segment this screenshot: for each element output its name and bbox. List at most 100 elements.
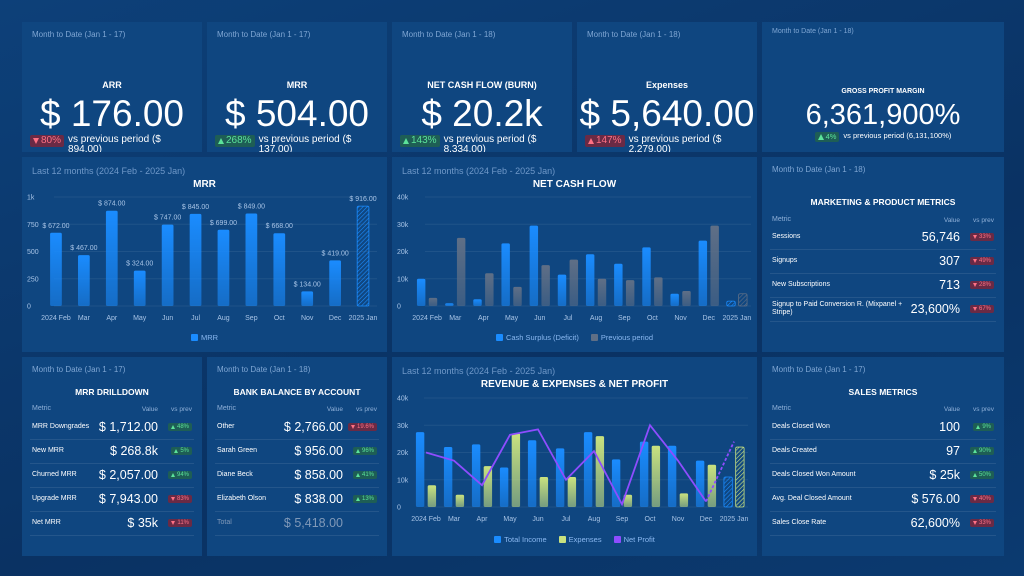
table-panel: Month to Date (Jan 1 - 18) MARKETING & PR…	[762, 157, 1004, 352]
bar	[639, 441, 649, 507]
change-badge: 83%	[167, 495, 192, 503]
column-header: Metric	[772, 216, 792, 223]
metric-name: Elizabeth Olson	[217, 495, 267, 502]
kpi-card: Month to Date (Jan 1 - 18) NET CASH FLOW …	[392, 22, 572, 152]
table-row: Other $ 2,766.00 19.6%	[215, 415, 379, 440]
y-tick-label: 750	[27, 222, 39, 229]
table-row: Upgrade MRR $ 7,943.00 83%	[30, 487, 194, 512]
bar	[735, 446, 745, 508]
column-header: Value	[943, 216, 960, 224]
change-value: 50%	[978, 472, 991, 478]
change-cell: 28%	[969, 273, 994, 297]
table-row: Sarah Green $ 956.00 96%	[215, 439, 379, 464]
y-tick-label: 0	[27, 304, 31, 311]
change-value: 94%	[176, 472, 189, 478]
change-cell: 41%	[352, 463, 377, 487]
bar	[485, 273, 494, 306]
legend-swatch	[495, 334, 503, 341]
bar	[670, 293, 679, 306]
x-tick-label: Jun	[162, 315, 173, 322]
x-tick-label: Jul	[563, 315, 572, 322]
x-tick-label: Mar	[448, 516, 461, 523]
legend-label: Total Income	[504, 535, 547, 544]
table-row: Elizabeth Olson $ 838.00 13%	[215, 487, 379, 512]
change-value: 96%	[361, 448, 374, 454]
metric-name: Total	[217, 519, 232, 526]
table-row: Deals Closed Won 100 9%	[770, 415, 996, 440]
x-tick-label: Mar	[78, 315, 91, 322]
bar	[471, 444, 481, 507]
period-label: Month to Date (Jan 1 - 17)	[32, 365, 126, 374]
kpi-change: 4% vs previous period (6,131,100%)	[770, 132, 996, 142]
bar	[698, 240, 708, 306]
metric-value: $ 268.8k	[110, 444, 158, 458]
change-badge: 90%	[969, 447, 994, 455]
x-tick-label: Jun	[532, 516, 543, 523]
x-tick-label: 2025 Jan	[720, 516, 749, 523]
chart: 0 10k 20k 30k 40k 2024 Feb Mar Apr May Jun Jul Aug S…	[397, 396, 749, 524]
change-value: 41%	[361, 472, 374, 478]
table-row: Signup to Paid Conversion R. (Mixpanel +…	[770, 297, 996, 322]
kpi-change: 80% vs previous period ($ 894.00)	[30, 135, 194, 152]
bar	[597, 278, 607, 306]
value-label: $ 747.00	[154, 215, 181, 222]
legend-item: Cash Surplus (Deficit)	[495, 333, 579, 342]
bar	[723, 476, 733, 508]
y-tick-label: 1k	[27, 195, 35, 202]
period-label: Month to Date (Jan 1 - 17)	[32, 30, 126, 39]
x-tick-label: Apr	[477, 516, 489, 523]
bar	[625, 280, 635, 306]
change-badge: 268%	[215, 135, 255, 147]
change-badge: 48%	[167, 423, 192, 431]
bar	[654, 277, 663, 306]
change-cell: 11%	[168, 511, 192, 535]
bar	[217, 229, 230, 306]
legend-item: MRR	[190, 333, 218, 342]
arrow-icon	[972, 283, 977, 287]
arrow-icon	[972, 235, 977, 239]
y-tick-label: 20k	[397, 249, 409, 256]
bar	[726, 300, 736, 307]
value-label: $ 699.00	[210, 220, 237, 227]
arrow-icon	[171, 521, 176, 525]
metric-value: 713	[939, 278, 960, 292]
bar	[651, 445, 661, 507]
period-label: Last 12 months (2024 Feb - 2025 Jan)	[402, 366, 556, 376]
change-cell: 50%	[969, 463, 994, 487]
change-cell: 49%	[969, 249, 994, 273]
change-value: 83%	[176, 496, 189, 502]
x-tick-label: Dec	[703, 315, 716, 322]
metric-name: Sales Close Rate	[772, 519, 827, 526]
change-value: 11%	[177, 520, 189, 526]
change-value: 49%	[978, 258, 991, 264]
metric-name: MRR Downgrades	[32, 423, 90, 430]
metric-name: Sarah Green	[217, 447, 258, 454]
table-row: New Subscriptions 713 28%	[770, 273, 996, 298]
change-value: 9%	[982, 424, 991, 430]
metric-name: Avg. Deal Closed Amount	[772, 495, 852, 502]
metric-name: Signup to Paid Conversion R. (Mixpanel +…	[772, 301, 903, 316]
x-tick-label: 2024 Feb	[412, 315, 442, 322]
legend-swatch	[590, 334, 598, 341]
change-badge: 4%	[814, 132, 840, 142]
metric-name: Deals Closed Won Amount	[772, 471, 856, 478]
bar	[455, 494, 465, 507]
legend-label: Expenses	[568, 535, 602, 544]
metric-name: New MRR	[32, 447, 64, 454]
x-tick-label: Nov	[301, 315, 314, 322]
bar	[105, 210, 118, 306]
change-value: 143%	[411, 135, 437, 146]
column-header: vs prev	[973, 216, 994, 224]
change-value: 13%	[361, 496, 374, 502]
arrow-icon	[976, 425, 981, 429]
y-tick-label: 10k	[397, 276, 409, 283]
x-tick-label: Aug	[588, 516, 601, 523]
arrow-icon	[972, 521, 977, 525]
table-header: Metric Value vs prev	[770, 213, 996, 227]
period-label: Month to Date (Jan 1 - 17)	[217, 30, 311, 39]
bar	[557, 274, 567, 306]
bar	[133, 270, 146, 306]
chart-title: NET CASH FLOW	[532, 179, 617, 190]
x-tick-label: Nov	[672, 516, 685, 523]
y-tick-label: 40k	[397, 396, 409, 403]
